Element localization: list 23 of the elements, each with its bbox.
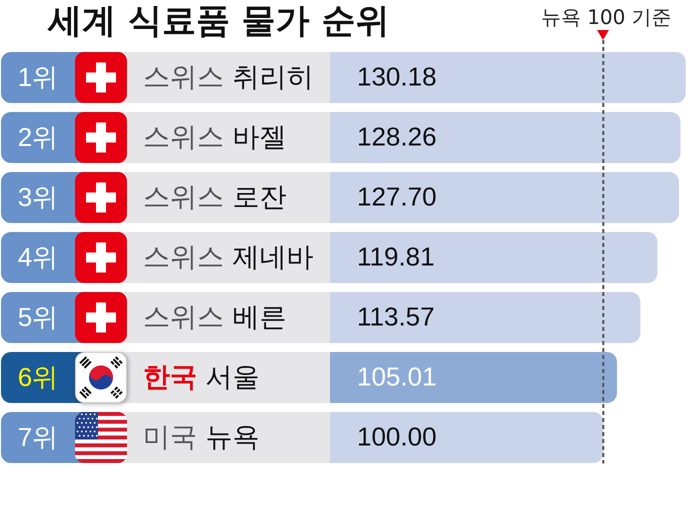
text: 3위 (16, 181, 60, 214)
data-label: 105.01 (357, 362, 437, 392)
y-tick-label: 스위스 로잔 (143, 182, 287, 213)
text: 6위 (16, 361, 60, 394)
data-label: 127.70 (357, 182, 437, 212)
ref-line-label: 뉴욕 100 기준 (540, 5, 672, 29)
data-label: 100.00 (357, 422, 437, 452)
text: 7위 (16, 421, 60, 454)
data-label: 113.57 (357, 302, 435, 332)
y-tick-label: 스위스 취리히 (143, 62, 314, 93)
data-label: 128.26 (357, 122, 437, 152)
data-label: 119.81 (357, 242, 435, 272)
chart-title: 세계 식료품 물가 순위 (48, 1, 390, 41)
data-label: 130.18 (357, 62, 437, 92)
text: 2위 (16, 121, 60, 154)
y-tick-label: 스위스 제네바 (143, 242, 314, 273)
text: 5위 (16, 301, 60, 334)
y-tick-label: 한국 서울 (143, 362, 260, 393)
y-tick-label: 스위스 베른 (143, 302, 287, 333)
y-tick-label: 스위스 바젤 (143, 122, 287, 153)
text: 1위 (16, 61, 60, 94)
text: 4위 (16, 241, 60, 274)
y-tick-label: 미국 뉴욕 (143, 422, 260, 453)
